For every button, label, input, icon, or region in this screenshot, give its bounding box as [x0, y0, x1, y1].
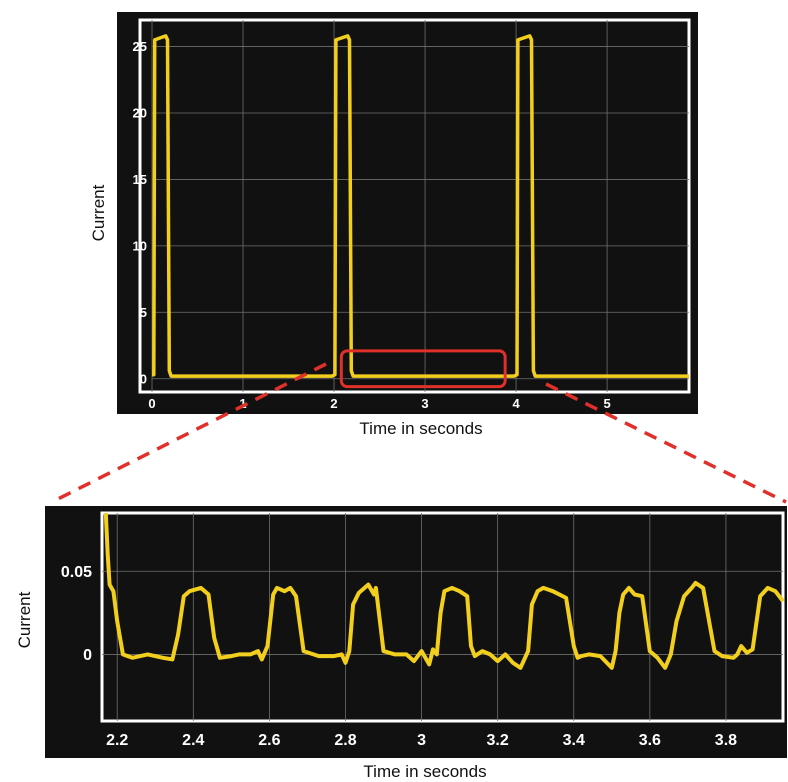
- zoom-connector-left: [51, 362, 327, 504]
- zoomed-x-tick-label: 2.8: [334, 732, 356, 749]
- overview-x-tick-label: 5: [603, 396, 610, 411]
- zoomed-x-tick-labels: 2.2 2.4 2.6 2.8 3 3.2 3.4 3.6 3.8: [106, 732, 737, 749]
- zoomed-x-tick-label: 3.2: [487, 732, 509, 749]
- overview-x-tick-label: 3: [421, 396, 428, 411]
- zoomed-y-tick-label: 0: [83, 647, 92, 664]
- overview-plot-frame: [138, 18, 691, 394]
- zoom-region-highlight: [339, 349, 507, 389]
- zoomed-y-tick-labels: 00.05: [61, 564, 92, 664]
- zoomed-x-axis-label: Time in seconds: [363, 762, 486, 781]
- zoomed-x-tick-label: 3.4: [563, 732, 585, 749]
- zoomed-x-tick-label: 3.8: [715, 732, 737, 749]
- zoomed-plot-frame: [100, 511, 785, 723]
- overview-x-tick-label: 4: [512, 396, 520, 411]
- zoomed-plot-background: [45, 506, 787, 758]
- overview-current-series-line: [152, 34, 689, 378]
- zoomed-grid: [102, 513, 783, 721]
- overview-y-tick-label: 20: [133, 106, 147, 121]
- zoomed-x-tick-label: 2.6: [258, 732, 280, 749]
- zoomed-x-tick-label: 3.6: [639, 732, 661, 749]
- overview-y-tick-label: 0: [140, 371, 147, 386]
- overview-y-tick-label: 15: [133, 172, 147, 187]
- zoomed-y-axis-label: Current: [15, 591, 34, 648]
- overview-x-tick-labels: 0 1 2 3 4 5: [148, 396, 610, 411]
- overview-chart: 0 5 10 15 20 25 0 1 2 3 4 5 Time in seconds Curren…: [89, 12, 698, 438]
- overview-x-tick-label: 2: [330, 396, 337, 411]
- zoomed-x-tick-label: 2.4: [182, 732, 204, 749]
- overview-x-tick-label: 1: [239, 396, 246, 411]
- overview-x-tick-label: 0: [148, 396, 155, 411]
- overview-y-tick-label: 5: [140, 305, 147, 320]
- zoomed-x-tick-label: 2.2: [106, 732, 128, 749]
- zoomed-current-series-line: [103, 512, 785, 670]
- zoom-connector-right: [545, 382, 787, 504]
- overview-plot-background: [117, 12, 698, 414]
- overview-y-tick-labels: 0 5 10 15 20 25: [133, 39, 147, 386]
- overview-y-tick-label: 10: [133, 238, 147, 253]
- zoomed-x-tick-label: 3: [417, 732, 426, 749]
- overview-y-axis-label: Current: [89, 184, 108, 241]
- zoomed-chart: 00.05 2.2 2.4 2.6 2.8 3 3.2 3.4 3.6 3.8 Time in …: [15, 506, 787, 781]
- zoomed-y-tick-label: 0.05: [61, 564, 92, 581]
- overview-y-tick-label: 25: [133, 39, 147, 54]
- overview-x-axis-label: Time in seconds: [359, 419, 482, 438]
